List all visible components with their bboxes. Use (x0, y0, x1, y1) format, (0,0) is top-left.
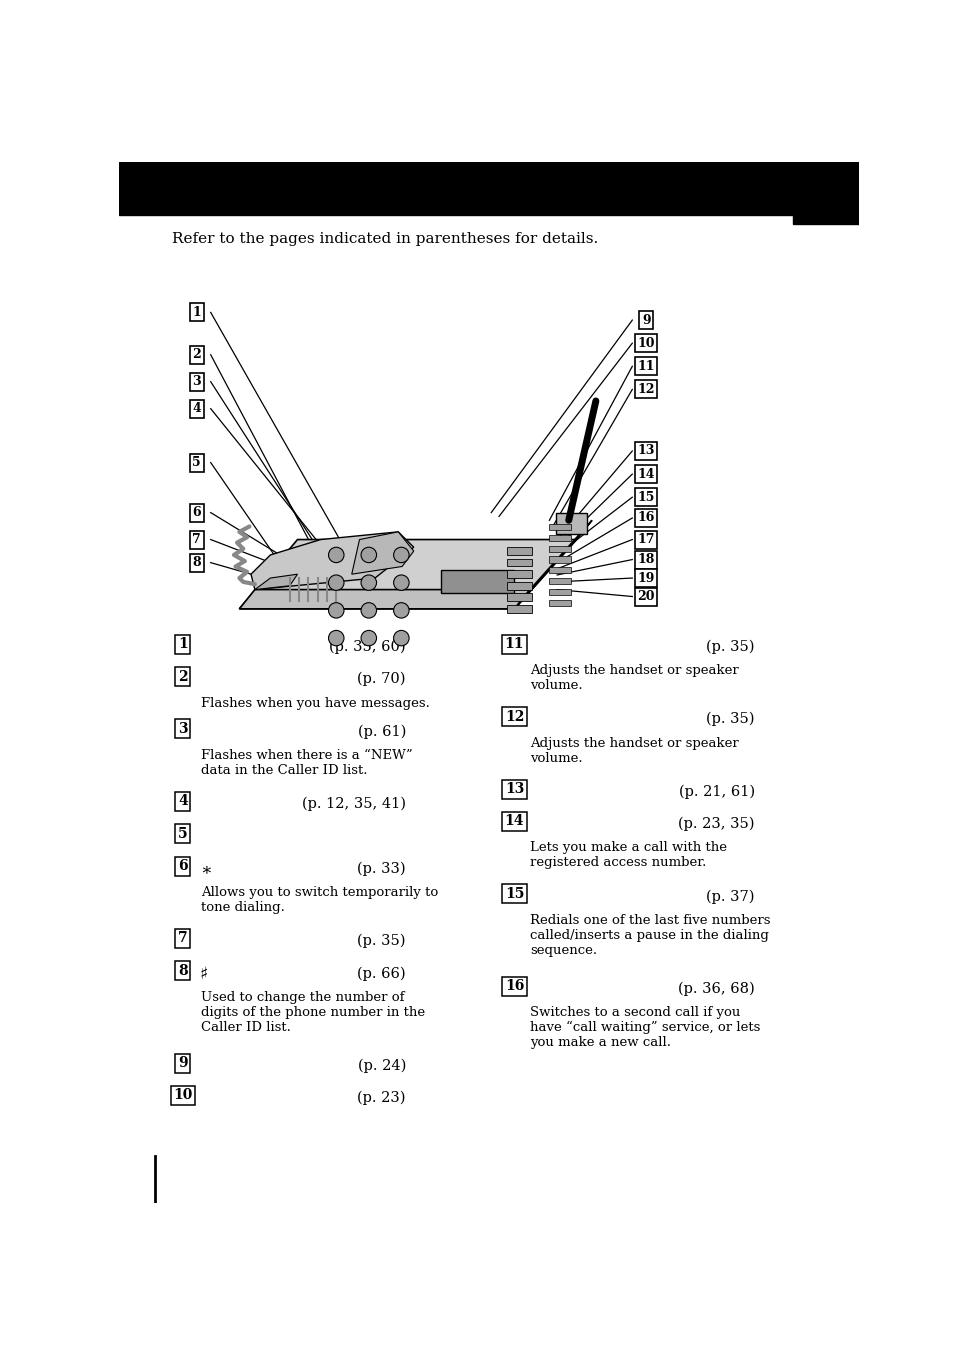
Bar (549, 557, 571, 562)
Text: 8: 8 (193, 556, 201, 569)
Circle shape (328, 575, 344, 591)
Polygon shape (251, 531, 414, 589)
Bar (506, 558, 531, 566)
Text: (p. 35, 60): (p. 35, 60) (329, 639, 406, 654)
Polygon shape (352, 531, 414, 575)
Bar (549, 546, 571, 552)
Circle shape (360, 630, 376, 646)
Text: Used to change the number of
digits of the phone number in the
Caller ID list.: Used to change the number of digits of t… (200, 991, 424, 1034)
Text: 12: 12 (504, 710, 523, 723)
Bar (549, 568, 571, 573)
Text: (p. 23, 35): (p. 23, 35) (678, 817, 754, 831)
Text: 10: 10 (172, 1088, 193, 1102)
Text: Adjusts the handset or speaker
volume.: Adjusts the handset or speaker volume. (530, 737, 738, 765)
Text: 19: 19 (637, 572, 655, 584)
Text: 4: 4 (193, 402, 201, 415)
Bar (506, 604, 531, 612)
Circle shape (328, 630, 344, 646)
Text: Adjusts the handset or speaker
volume.: Adjusts the handset or speaker volume. (530, 664, 738, 692)
Text: Flashes when you have messages.: Flashes when you have messages. (200, 696, 429, 710)
Polygon shape (239, 539, 576, 608)
Text: 16: 16 (504, 979, 523, 994)
Text: 15: 15 (504, 887, 523, 900)
Circle shape (360, 575, 376, 591)
Text: 11: 11 (637, 360, 655, 373)
Bar (506, 548, 531, 554)
Text: 5: 5 (178, 826, 188, 841)
Text: (p. 24): (p. 24) (357, 1059, 406, 1073)
Text: 4: 4 (178, 795, 188, 808)
Text: 12: 12 (637, 383, 655, 396)
Text: (p. 12, 35, 41): (p. 12, 35, 41) (302, 796, 406, 811)
Text: (p. 70): (p. 70) (357, 672, 406, 687)
Bar (506, 594, 531, 602)
Text: (p. 61): (p. 61) (357, 725, 406, 738)
Text: Refer to the pages indicated in parentheses for details.: Refer to the pages indicated in parenthe… (172, 231, 598, 246)
Text: 8: 8 (178, 964, 188, 977)
Bar (549, 535, 571, 541)
Polygon shape (239, 589, 530, 608)
Text: 17: 17 (637, 533, 655, 546)
Text: 9: 9 (641, 314, 650, 327)
Text: 7: 7 (193, 533, 201, 546)
Text: 13: 13 (637, 445, 655, 457)
Circle shape (360, 603, 376, 618)
Text: 14: 14 (504, 814, 524, 829)
Text: (p. 35): (p. 35) (705, 639, 754, 654)
Bar (506, 571, 531, 579)
Text: 6: 6 (178, 859, 188, 873)
Text: 16: 16 (637, 511, 655, 525)
Text: Allows you to switch temporarily to
tone dialing.: Allows you to switch temporarily to tone… (200, 886, 437, 914)
Bar (119, 162, 858, 215)
Polygon shape (514, 521, 592, 608)
Text: 14: 14 (637, 468, 655, 480)
Text: Flashes when there is a “NEW”
data in the Caller ID list.: Flashes when there is a “NEW” data in th… (200, 749, 412, 777)
Text: (p. 21, 61): (p. 21, 61) (678, 784, 754, 799)
Text: (p. 35): (p. 35) (357, 934, 406, 948)
Text: (p. 36, 68): (p. 36, 68) (678, 982, 754, 996)
Text: 18: 18 (637, 553, 655, 566)
Text: Lets you make a call with the
registered access number.: Lets you make a call with the registered… (530, 841, 726, 869)
Text: 6: 6 (193, 506, 201, 519)
Text: 10: 10 (637, 337, 655, 350)
Bar (549, 579, 571, 584)
Text: 1: 1 (178, 637, 188, 652)
Text: (p. 33): (p. 33) (357, 861, 406, 876)
Circle shape (328, 548, 344, 562)
Bar (549, 525, 571, 530)
Text: 2: 2 (178, 669, 188, 684)
Text: (p. 66): (p. 66) (357, 967, 406, 980)
Text: 15: 15 (637, 491, 655, 504)
Circle shape (360, 548, 376, 562)
Bar (549, 599, 571, 606)
Text: ♯: ♯ (199, 967, 208, 983)
Text: 2: 2 (193, 349, 201, 361)
Text: 13: 13 (504, 781, 523, 796)
Bar (793, 162, 858, 224)
Text: 3: 3 (178, 722, 188, 735)
Text: (p. 37): (p. 37) (705, 890, 754, 903)
Text: 20: 20 (637, 589, 655, 603)
Circle shape (328, 603, 344, 618)
Text: 5: 5 (193, 456, 201, 469)
Text: 7: 7 (178, 932, 188, 945)
Circle shape (394, 575, 409, 591)
Polygon shape (254, 575, 297, 589)
Bar (506, 581, 531, 589)
Text: Redials one of the last five numbers
called/inserts a pause in the dialing
seque: Redials one of the last five numbers cal… (530, 914, 770, 957)
Bar (549, 589, 571, 595)
Circle shape (394, 603, 409, 618)
Bar (555, 512, 586, 534)
Text: 9: 9 (178, 1056, 188, 1071)
Bar (440, 571, 514, 594)
Text: Switches to a second call if you
have “call waiting” service, or lets
you make a: Switches to a second call if you have “c… (530, 1006, 760, 1049)
Circle shape (394, 548, 409, 562)
Text: 1: 1 (193, 306, 201, 319)
Text: (p. 23): (p. 23) (357, 1091, 406, 1105)
Circle shape (394, 630, 409, 646)
Text: ∗: ∗ (199, 861, 212, 879)
Text: 3: 3 (193, 376, 201, 388)
Text: (p. 35): (p. 35) (705, 713, 754, 726)
Text: 11: 11 (504, 637, 524, 652)
